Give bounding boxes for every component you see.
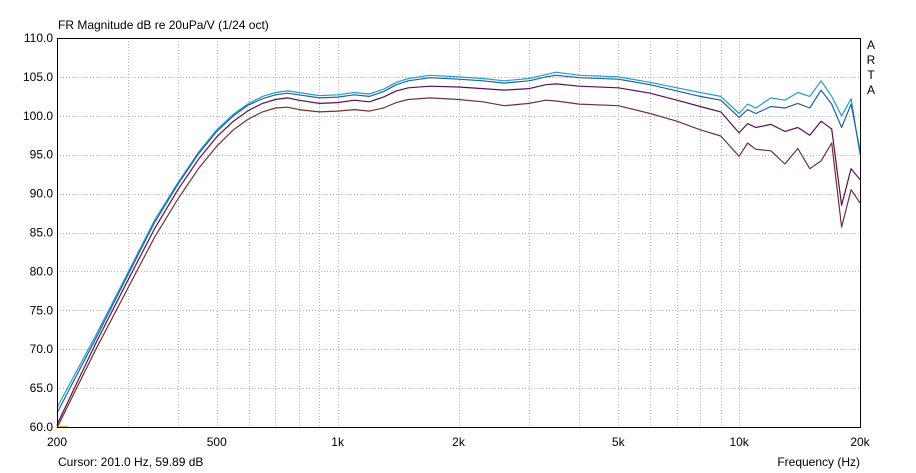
- series-line-2: [56, 74, 861, 414]
- y-tick-label: 85.0: [30, 226, 54, 240]
- cursor-readout: Cursor: 201.0 Hz, 59.89 dB: [58, 455, 204, 469]
- y-tick-label: 70.0: [30, 342, 54, 356]
- series-line-1: [56, 71, 861, 408]
- y-tick-label: 95.0: [30, 148, 54, 162]
- x-tick-label: 1k: [331, 435, 345, 449]
- y-tick-label: 100.0: [23, 109, 53, 123]
- y-tick-label: 60.0: [30, 420, 54, 434]
- x-tick-labels: 200 500 1k 2k 5k 10k 20k: [47, 435, 871, 449]
- chart-title: FR Magnitude dB re 20uPa/V (1/24 oct): [58, 18, 269, 32]
- series-line-4: [56, 97, 861, 429]
- y-tick-label: 110.0: [24, 31, 53, 45]
- y-tick-label: 75.0: [30, 303, 54, 317]
- brand-letter: A: [866, 83, 875, 97]
- x-tick-label: 2k: [452, 435, 466, 449]
- arta-brand-label: A R T A: [864, 38, 878, 98]
- x-axis-label: Frequency (Hz): [777, 455, 860, 469]
- x-tick-label: 200: [47, 435, 67, 449]
- series-group: [56, 71, 861, 429]
- plot-frame: [57, 38, 861, 428]
- brand-letter: T: [867, 68, 875, 82]
- y-tick-label: 65.0: [30, 381, 54, 395]
- x-tick-label: 5k: [612, 435, 626, 449]
- brand-letter: A: [866, 38, 875, 52]
- x-tick-label: 20k: [850, 435, 870, 449]
- x-tick-label: 500: [207, 435, 227, 449]
- series-line-3: [56, 83, 861, 425]
- y-tick-label: 105.0: [23, 70, 53, 84]
- y-tick-labels: 60.0 65.0 70.0 75.0 80.0 85.0 90.0 95.0 100.0 105…: [23, 31, 53, 434]
- x-tick-label: 10k: [729, 435, 749, 449]
- grid-lines: [57, 38, 860, 427]
- brand-letter: R: [866, 53, 876, 67]
- y-tick-label: 90.0: [30, 187, 54, 201]
- y-tick-label: 80.0: [30, 264, 54, 278]
